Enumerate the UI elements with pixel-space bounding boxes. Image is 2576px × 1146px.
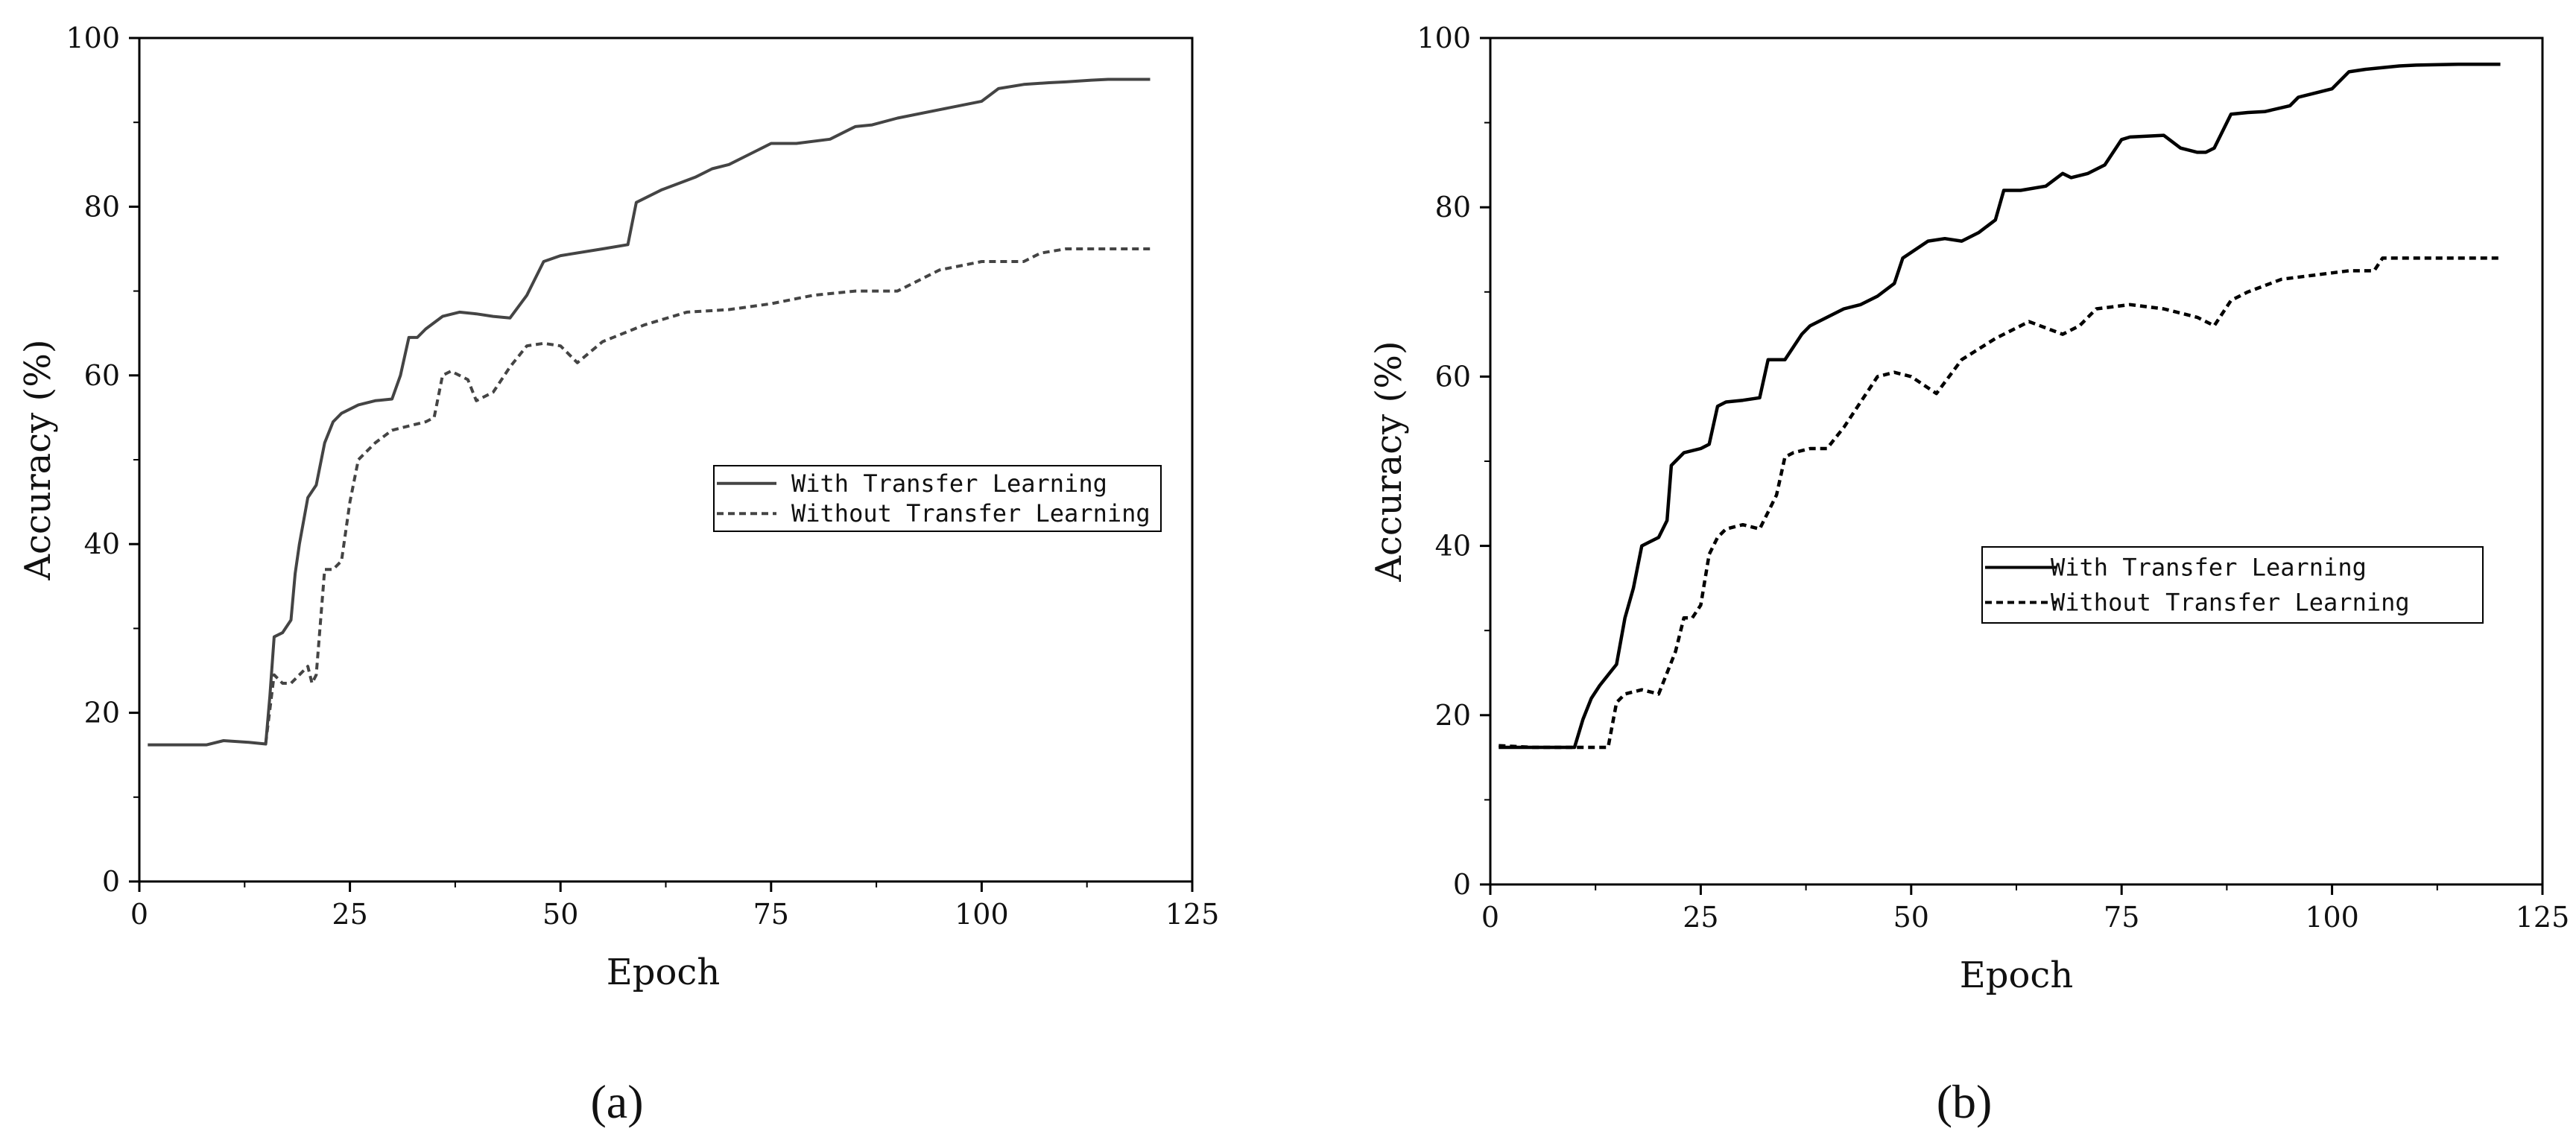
chart-panel-b: 0 25 50 75 100 125 0 20 40 60 80 100 Epoch Accuracy (… <box>1368 22 2569 1128</box>
y-tick-label: 80 <box>1435 191 1471 224</box>
panel-label: (b) <box>1937 1075 1993 1128</box>
x-tick-label: 100 <box>2305 901 2359 934</box>
y-tick-label: 60 <box>1435 360 1471 393</box>
series-line-without-transfer <box>264 247 1151 744</box>
plot-frame <box>138 37 1194 883</box>
y-axis-label: Accuracy (%) <box>17 339 59 580</box>
x-axis-label: Epoch <box>1960 955 2073 996</box>
legend-label: Without Transfer Learning <box>791 499 1151 528</box>
x-tick-label: 125 <box>2516 901 2570 934</box>
x-tick-label: 50 <box>1893 901 1929 934</box>
series-line-with-transfer <box>148 77 1151 747</box>
y-tick-label: 60 <box>84 359 120 392</box>
x-tick-label: 25 <box>1683 901 1718 934</box>
y-tick-label: 0 <box>102 865 120 898</box>
y-tick-label: 0 <box>1453 868 1471 901</box>
panel-label: (a) <box>590 1075 643 1128</box>
legend-box <box>1981 546 2484 624</box>
x-tick-label: 25 <box>332 898 367 931</box>
y-tick-label: 100 <box>1417 22 1471 54</box>
y-tick-label: 20 <box>84 697 120 729</box>
y-tick-label: 40 <box>84 528 120 560</box>
series-line-with-transfer <box>1499 62 2501 750</box>
x-tick-label: 75 <box>2104 901 2139 934</box>
x-tick-label: 50 <box>542 898 578 931</box>
x-tick-label: 125 <box>1165 898 1220 931</box>
plot-frame <box>1489 37 2544 886</box>
series-line-without-transfer <box>1499 256 2501 750</box>
legend-label: Without Transfer Learning <box>2051 588 2410 616</box>
legend-label: With Transfer Learning <box>791 469 1107 498</box>
y-tick-label: 80 <box>84 190 120 223</box>
x-tick-label: 100 <box>955 898 1009 931</box>
x-axis-label: Epoch <box>607 952 720 993</box>
y-tick-label: 100 <box>66 22 120 54</box>
y-tick-label: 20 <box>1435 699 1471 732</box>
x-tick-label: 75 <box>753 898 789 931</box>
x-tick-label: 0 <box>130 898 148 931</box>
y-tick-label: 40 <box>1435 530 1471 563</box>
legend-label: With Transfer Learning <box>2051 554 2367 582</box>
y-axis-label: Accuracy (%) <box>1368 341 1410 582</box>
legend-box <box>713 465 1162 532</box>
chart-panel-a: 0 25 50 75 100 125 0 20 40 60 80 100 Epoch Accuracy (… <box>17 22 1219 1128</box>
x-tick-label: 0 <box>1481 901 1499 934</box>
